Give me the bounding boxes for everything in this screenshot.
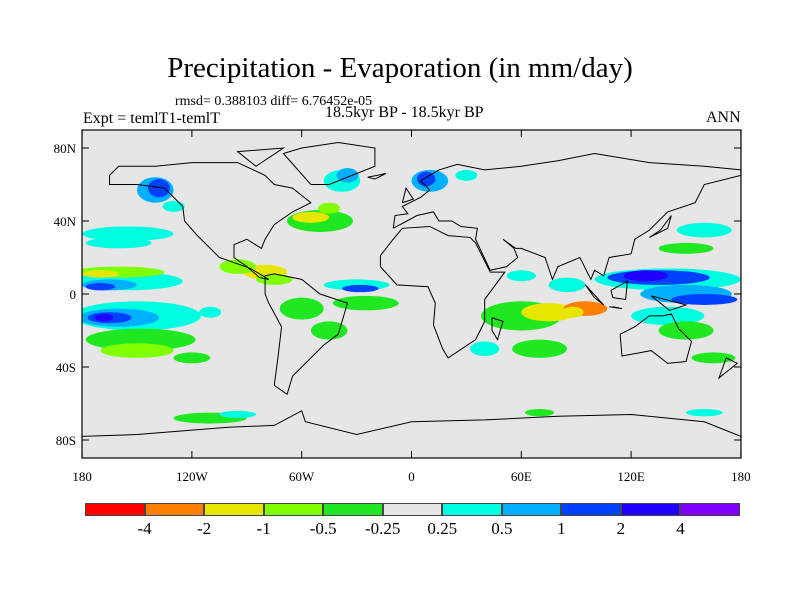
colorbar-swatch	[382, 503, 443, 516]
coastlines	[82, 142, 741, 437]
colorbar-swatch	[144, 503, 205, 516]
contour-region	[561, 306, 584, 318]
plot-title: Precipitation - Evaporation (in mm/day)	[167, 52, 633, 84]
colorbar-swatch	[442, 503, 502, 516]
contour-region	[341, 284, 379, 293]
contour-region	[658, 321, 714, 340]
stats-text: rmsd= 0.388103 diff= 6.76452e-05	[175, 94, 373, 109]
map-background	[82, 130, 741, 458]
colorbar-swatch	[561, 503, 621, 516]
contour-region	[173, 352, 211, 364]
contour-region	[332, 295, 399, 311]
coastline	[649, 215, 672, 238]
contour-region	[631, 306, 705, 326]
coastline	[619, 313, 693, 364]
x-tick-label: 60W	[289, 469, 315, 484]
coastline	[717, 357, 739, 380]
contour-region	[470, 341, 500, 357]
colorbar-swatch	[620, 503, 681, 516]
y-tick-label: 0	[70, 287, 77, 302]
contour-region	[199, 306, 222, 318]
coastline	[379, 225, 506, 359]
coastline	[367, 173, 387, 180]
contour-region	[524, 408, 555, 417]
contour-region	[671, 294, 738, 305]
contour-region	[623, 270, 668, 282]
contour-region	[147, 179, 170, 198]
contour-region	[512, 339, 568, 358]
colorbar-swatch	[323, 503, 383, 516]
season-label: ANN	[706, 109, 741, 126]
coastline	[82, 410, 741, 437]
contour-region	[691, 352, 736, 364]
y-tick-label: 80N	[54, 141, 77, 156]
contour-region	[676, 222, 732, 238]
colorbar-swatch	[680, 503, 740, 516]
x-tick-label: 180	[72, 469, 92, 484]
coastline	[650, 295, 688, 311]
contour-region	[318, 202, 341, 214]
x-tick-label: 60E	[511, 469, 532, 484]
x-tick-label: 180	[731, 469, 751, 484]
colorbar-label: 0.25	[427, 519, 458, 538]
contour-region	[455, 169, 478, 181]
contour-region	[85, 237, 152, 249]
coastline	[610, 280, 629, 301]
contour-region	[100, 343, 174, 358]
coastline	[392, 152, 741, 281]
coastline	[491, 317, 504, 341]
colorbar-label: -0.5	[309, 519, 337, 538]
colorbar-label: -0.25	[365, 519, 401, 538]
coastline	[584, 284, 605, 306]
contour-region	[219, 259, 256, 274]
colorbar-swatch	[263, 503, 324, 516]
colorbar-swatch	[501, 503, 562, 516]
colorbar-label: 1	[557, 519, 566, 538]
colorbar-swatch	[204, 503, 264, 516]
x-tick-label: 120W	[176, 469, 209, 484]
coastline	[236, 147, 286, 167]
contour-region	[85, 283, 116, 291]
colorbar-label: -1	[256, 519, 271, 538]
coastline	[609, 306, 623, 310]
colorbar-label: -4	[137, 519, 152, 538]
contour-region	[310, 321, 348, 340]
experiment-label: Expt = temlT1-temlT	[83, 110, 220, 127]
colorbar-label: 4	[676, 519, 685, 538]
contour-region	[162, 200, 185, 212]
contour-region	[279, 297, 324, 320]
contour-region	[506, 270, 536, 282]
contour-region	[521, 303, 577, 322]
contour-region	[658, 242, 714, 254]
y-tick-label: 80S	[56, 433, 76, 448]
contour-region	[686, 408, 723, 417]
coastline	[282, 142, 376, 185]
x-tick-label: 0	[408, 469, 415, 484]
contour-fill-layer	[82, 168, 741, 424]
contour-region	[94, 314, 114, 322]
coastline	[109, 162, 312, 280]
colorbar-label: 0.5	[491, 519, 513, 538]
period-label: 18.5kyr BP - 18.5kyr BP	[325, 104, 484, 121]
colorbar-swatch	[85, 503, 145, 516]
x-tick-label: 120E	[617, 469, 645, 484]
coastline	[264, 273, 349, 396]
contour-region	[548, 277, 586, 293]
colorbar-label: 2	[616, 519, 626, 538]
y-tick-label: 40N	[54, 214, 77, 229]
contour-region	[292, 211, 330, 223]
coastline	[401, 186, 415, 204]
map-axes: 80N 40N 0 40S 80S 180 120W 60W 0 60E 120E 180	[54, 130, 751, 484]
contour-region	[82, 270, 119, 278]
contour-region	[82, 226, 174, 242]
colorbar-label: -2	[196, 519, 212, 538]
contour-region	[219, 410, 256, 419]
y-tick-label: 40S	[56, 360, 76, 375]
